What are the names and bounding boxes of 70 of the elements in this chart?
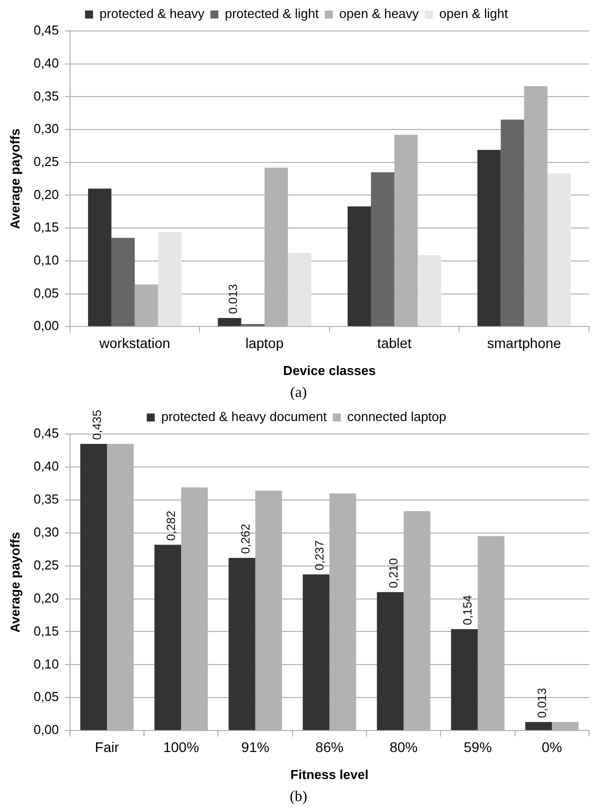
y-tick-label: 0,15 (34, 220, 59, 235)
legend-label: connected laptop (347, 409, 446, 424)
bar (80, 444, 107, 730)
bar (88, 188, 112, 326)
bar (241, 324, 265, 326)
bar (547, 174, 571, 326)
text: (b) (288, 788, 308, 807)
y-tick-label: 0,00 (34, 722, 59, 738)
x-tick-label: workstation (98, 334, 170, 351)
y-tick-label: 0,45 (34, 22, 59, 38)
bar (302, 574, 330, 730)
y-axis-title: Average payoffs (7, 128, 22, 230)
data-label: 0,210 (386, 558, 401, 588)
y-tick-label: 0,15 (34, 623, 59, 638)
bar (228, 558, 256, 730)
bar (525, 722, 552, 730)
x-tick-label: smartphone (487, 334, 562, 351)
data-label: 0,013 (534, 688, 549, 718)
bar (111, 238, 135, 326)
data-label: 0,435 (90, 410, 104, 440)
bar (376, 592, 404, 730)
bar (500, 120, 524, 326)
data-label: 0,237 (312, 540, 326, 570)
bar (348, 206, 371, 326)
bar (477, 150, 501, 326)
y-tick-label: 0,25 (34, 557, 59, 572)
bar (158, 232, 182, 326)
y-tick-label: 0,20 (34, 590, 59, 606)
y-tick-label: 0,30 (34, 524, 59, 540)
text: (a) (289, 384, 308, 403)
data-label: 0.013 (226, 284, 240, 314)
legend-label: protected & heavy document (161, 409, 328, 424)
legend-label: protected & heavy (100, 6, 205, 22)
bar (288, 253, 312, 326)
y-tick-label: 0,40 (34, 458, 59, 474)
data-label: 0,282 (164, 510, 178, 541)
x-tick-label: 91% (241, 738, 270, 755)
x-axis-title: Fitness level (290, 766, 368, 782)
data-label: 0,262 (238, 524, 252, 554)
y-tick-label: 0,05 (34, 689, 59, 704)
y-tick-label: 0,20 (34, 186, 59, 202)
legend-label: open & light (439, 6, 508, 22)
y-tick-label: 0,25 (34, 154, 59, 169)
bar (451, 629, 478, 730)
y-tick-label: 0,35 (34, 491, 59, 506)
x-tick-label: laptop (245, 334, 284, 351)
bar (154, 544, 182, 730)
data-label: 0,154 (460, 594, 475, 626)
bar (218, 318, 242, 326)
y-axis-title: Average payoffs (7, 532, 22, 633)
y-tick-label: 0,45 (34, 426, 59, 441)
y-tick-label: 0,40 (34, 55, 59, 70)
bar (418, 255, 442, 326)
x-tick-label: 59% (464, 738, 492, 755)
x-tick-label: 86% (315, 738, 344, 755)
bar (370, 172, 394, 326)
y-tick-label: 0,35 (34, 88, 59, 104)
y-tick-label: 0,10 (34, 656, 59, 672)
y-tick-label: 0,05 (34, 285, 59, 300)
legend-label: open & heavy (339, 6, 420, 22)
x-axis-title: Device classes (283, 362, 376, 378)
y-tick-label: 0,30 (34, 121, 59, 136)
x-tick-label: tablet (377, 334, 412, 351)
x-tick-label: 0% (542, 738, 562, 755)
y-tick-label: 0,00 (34, 318, 59, 334)
x-tick-label: 100% (163, 738, 200, 755)
x-tick-label: Fair (94, 738, 120, 755)
y-tick-label: 0,10 (34, 252, 59, 268)
x-tick-label: 80% (390, 738, 418, 755)
legend-label: protected & light (224, 6, 320, 22)
